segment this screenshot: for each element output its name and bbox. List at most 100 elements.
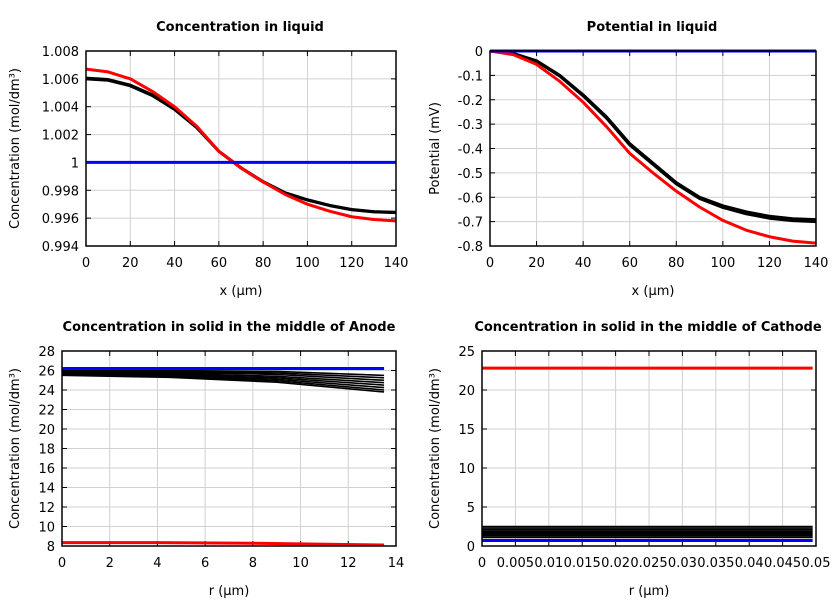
x-axis-label: x (µm) <box>220 284 263 299</box>
x-tick-label: 0.01 <box>534 556 563 571</box>
y-tick-label: 1.008 <box>42 45 79 60</box>
subplot-1: Concentration in liquid 0 20 40 60 80 100 120 14… <box>8 20 408 299</box>
chart-title: Concentration in liquid <box>156 20 324 35</box>
series-line-2 <box>86 76 396 214</box>
y-tick-label: 26 <box>38 365 55 380</box>
y-tick-label: 20 <box>38 423 55 438</box>
x-tick-label: 100 <box>710 256 735 271</box>
y-tick-label: -0.4 <box>458 143 483 158</box>
y-tick-label: 0.994 <box>42 240 79 255</box>
x-tick-label: 2 <box>106 556 114 571</box>
y-tick-label: -0.1 <box>458 69 483 84</box>
y-tick-label: 10 <box>38 521 55 536</box>
y-tick-label: 15 <box>458 423 475 438</box>
y-tick-label: 10 <box>458 462 475 477</box>
x-tick-label: 40 <box>166 256 183 271</box>
y-tick-label: 12 <box>38 501 55 516</box>
x-tick-label: 0.02 <box>601 556 630 571</box>
y-tick-label: 20 <box>458 384 475 399</box>
x-tick-label: 60 <box>211 256 228 271</box>
x-tick-label: 12 <box>340 556 357 571</box>
plot-frame <box>489 50 817 247</box>
x-tick-label: 0 <box>486 256 494 271</box>
y-tick-label: 1.006 <box>42 73 79 88</box>
y-tick-label: 0 <box>475 45 483 60</box>
series-line-10 <box>62 541 385 547</box>
y-tick-label: -0.2 <box>458 94 483 109</box>
x-tick-label: 40 <box>575 256 592 271</box>
series-line-4 <box>62 371 385 384</box>
chart-title: Concentration in solid in the middle of … <box>474 320 822 335</box>
series-line-3 <box>86 67 396 223</box>
x-tick-label: 0.04 <box>735 556 764 571</box>
subplot-2: Potential in liquid 0 20 40 60 80 100 120 140 -0.… <box>428 20 828 299</box>
y-axis-label: Concentration (mol/dm³) <box>8 368 23 529</box>
series-line-1 <box>62 369 385 377</box>
x-tick-label: 6 <box>201 556 209 571</box>
x-tick-label: 0.05 <box>802 556 831 571</box>
y-tick-label: 16 <box>38 462 55 477</box>
x-tick-label: 0.045 <box>764 556 801 571</box>
y-tick-label: 1 <box>71 156 79 171</box>
y-tick-label: 18 <box>38 443 55 458</box>
chart-title: Concentration in solid in the middle of … <box>63 320 396 335</box>
x-axis-label: x (µm) <box>632 284 675 299</box>
x-tick-label: 140 <box>804 256 829 271</box>
y-tick-label: 22 <box>38 404 55 419</box>
y-tick-label: 28 <box>38 345 55 360</box>
x-tick-label: 0.005 <box>497 556 534 571</box>
series-line-5 <box>62 372 385 386</box>
y-tick-label: 1.002 <box>42 129 79 144</box>
series-line-6 <box>62 373 385 389</box>
y-tick-label: 0.996 <box>42 212 79 227</box>
series-line-1 <box>490 49 816 222</box>
x-tick-label: 120 <box>339 256 364 271</box>
series-line-1 <box>86 77 396 215</box>
y-tick-label: -0.3 <box>458 118 483 133</box>
x-tick-label: 10 <box>292 556 309 571</box>
x-tick-label: 0 <box>58 556 66 571</box>
x-axis-label: r (µm) <box>209 584 250 599</box>
plot-frame <box>61 350 397 547</box>
y-tick-label: -0.5 <box>458 167 483 182</box>
y-tick-label: -0.8 <box>458 240 483 255</box>
series-line-2 <box>62 370 385 379</box>
series-line-7 <box>62 373 385 391</box>
subplot-3: Concentration in solid in the middle of … <box>8 320 404 599</box>
y-tick-label: 5 <box>467 501 475 516</box>
y-tick-label: 0.998 <box>42 184 79 199</box>
series-line-3 <box>490 49 816 245</box>
x-tick-label: 20 <box>528 256 545 271</box>
x-tick-label: 60 <box>621 256 638 271</box>
x-tick-label: 0.035 <box>697 556 734 571</box>
chart-title: Potential in liquid <box>587 20 718 35</box>
y-tick-label: 24 <box>38 384 55 399</box>
y-axis-label: Concentration (mol/dm³) <box>8 68 23 229</box>
x-tick-label: 100 <box>295 256 320 271</box>
y-tick-label: -0.6 <box>458 191 483 206</box>
y-tick-label: 1.004 <box>42 101 79 116</box>
x-tick-label: 80 <box>668 256 685 271</box>
y-tick-label: 25 <box>458 345 475 360</box>
y-axis-label: Potential (mV) <box>428 102 443 195</box>
y-tick-label: 8 <box>47 540 55 555</box>
x-axis-label: r (µm) <box>629 584 670 599</box>
x-tick-label: 80 <box>255 256 272 271</box>
x-tick-label: 4 <box>153 556 161 571</box>
y-tick-label: -0.7 <box>458 216 483 231</box>
series-line-8 <box>62 374 385 393</box>
y-tick-label: 14 <box>38 482 55 497</box>
x-tick-label: 0.015 <box>564 556 601 571</box>
x-tick-label: 0.025 <box>630 556 667 571</box>
x-tick-label: 14 <box>388 556 405 571</box>
plot-frame <box>481 350 817 547</box>
x-tick-label: 20 <box>122 256 139 271</box>
y-tick-label: 0 <box>467 540 475 555</box>
x-tick-label: 120 <box>757 256 782 271</box>
plot-frame <box>85 50 397 247</box>
series-line-2 <box>490 49 816 224</box>
x-tick-label: 0 <box>82 256 90 271</box>
x-tick-label: 8 <box>249 556 257 571</box>
x-tick-label: 0.03 <box>668 556 697 571</box>
